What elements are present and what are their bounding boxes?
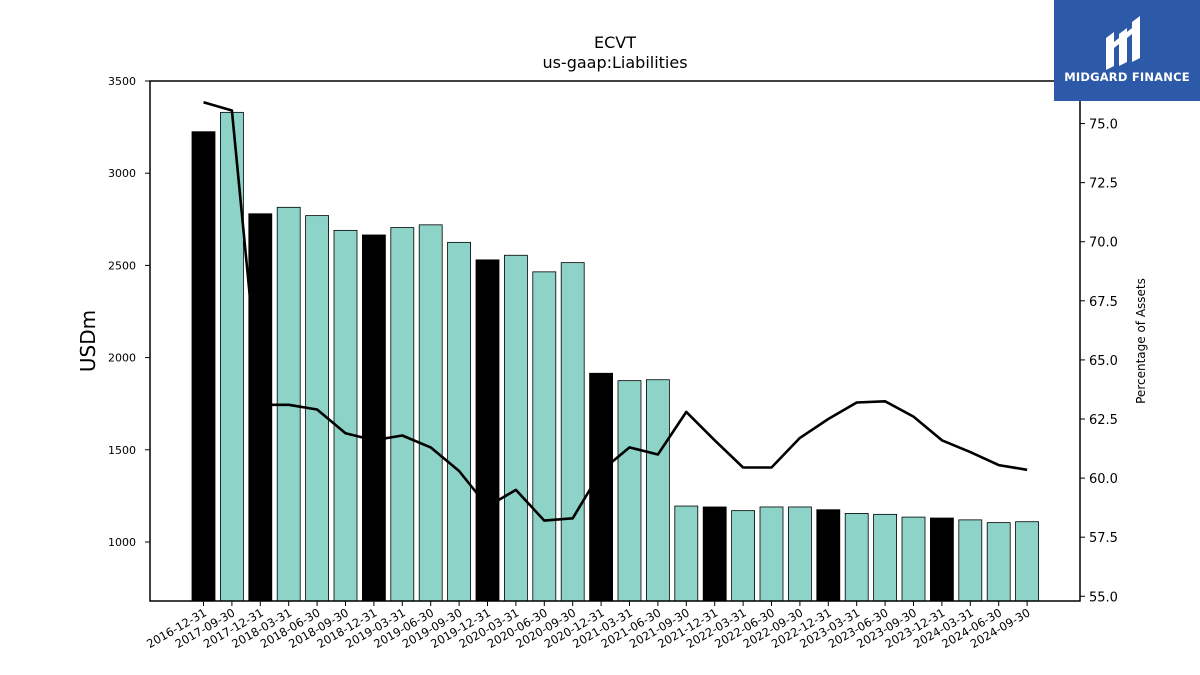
midgard-finance-logo: MIDGARD FINANCE (1054, 0, 1200, 101)
y-axis-left: 1000 1500 2000 2500 3000 3500 (108, 75, 150, 549)
bar (759, 506, 784, 602)
bar (674, 505, 699, 602)
plot-frame (149, 80, 1081, 602)
x-axis: 2016-12-312017-09-302017-12-312018-03-31… (144, 601, 1033, 651)
bar (1015, 521, 1039, 602)
y2-tick-label: 75.0 (1089, 118, 1118, 133)
bar (333, 229, 358, 602)
bar (617, 380, 642, 602)
bar (816, 509, 841, 602)
bar (958, 519, 983, 602)
y2-tick-label: 67.5 (1089, 295, 1118, 310)
bar (503, 254, 528, 602)
chart-subtitle: us-gaap:Liabilities (542, 53, 687, 72)
y2-axis-label: Percentage of Assets (1134, 278, 1148, 404)
y2-tick-label: 65.0 (1089, 354, 1118, 369)
bar (390, 227, 415, 602)
chart-title: ECVT (594, 33, 636, 52)
y-tick-label: 1500 (108, 444, 136, 457)
y2-tick-label: 55.0 (1089, 590, 1118, 605)
bar (361, 234, 386, 602)
y-axis-right: 55.0 57.5 60.0 62.5 65.0 67.5 70.0 72.5 75.0 (1080, 118, 1118, 605)
percentage-line (203, 101, 1028, 522)
bar (418, 224, 443, 602)
bar (248, 213, 273, 602)
y-tick-label: 3000 (108, 167, 136, 180)
bar (844, 513, 869, 602)
bar (475, 259, 500, 602)
y-tick-label: 3500 (108, 75, 136, 88)
y2-tick-label: 57.5 (1089, 531, 1118, 546)
y2-tick-label: 60.0 (1089, 472, 1118, 487)
bar (560, 262, 585, 602)
bar (589, 372, 613, 602)
y-tick-label: 2000 (108, 352, 136, 365)
bar (873, 513, 897, 602)
line-layer (203, 101, 1028, 522)
bar (702, 506, 727, 602)
y-tick-label: 1000 (108, 536, 136, 549)
y2-tick-label: 72.5 (1089, 177, 1118, 192)
bar (986, 522, 1011, 602)
bar (930, 517, 954, 602)
y-tick-label: 2500 (108, 259, 136, 272)
y-axis-label: USDm (76, 310, 100, 372)
bar (788, 506, 812, 602)
logo-mark-icon (1106, 16, 1140, 70)
y2-tick-label: 62.5 (1089, 413, 1118, 428)
bar (731, 510, 755, 602)
logo-text: MIDGARD FINANCE (1064, 70, 1190, 84)
bars-layer (191, 111, 1039, 602)
bar (447, 241, 472, 602)
bar (901, 516, 926, 602)
bar (646, 379, 670, 602)
bar (191, 131, 216, 602)
bar (532, 271, 557, 602)
y2-tick-label: 70.0 (1089, 236, 1118, 251)
